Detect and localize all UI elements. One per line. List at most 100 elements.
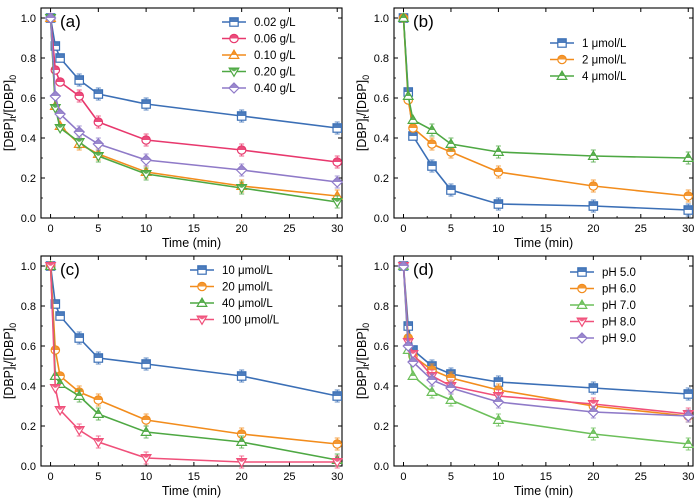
chart-panel-4: 0 5 10 15 20 25 30 0.0 0.2 0.4 0.6 0.8 1.0 Time (min)… (355, 255, 695, 498)
legend-label: 2 μmol/L (582, 55, 627, 67)
data-point-fill (588, 400, 599, 404)
legend-label: pH 6.0 (602, 284, 636, 296)
plot-frame (40, 255, 343, 467)
y-tick-label: 1.0 (21, 261, 36, 273)
series-3 (44, 12, 344, 203)
legend-label: 0.40 g/L (254, 83, 296, 95)
data-point-fill (495, 415, 501, 420)
x-tick-label: 30 (331, 223, 343, 235)
data-point-fill (94, 89, 103, 94)
legend-marker-fill (197, 282, 207, 287)
y-axis-title: [DBP]t/[DBP]0 (2, 75, 18, 151)
legend-marker-fill (577, 318, 587, 322)
x-tick-label: 15 (188, 223, 200, 235)
x-tick-label: 20 (236, 223, 248, 235)
y-tick-label: 0.0 (21, 461, 36, 473)
data-point-fill (75, 333, 84, 338)
x-tick-label: 20 (587, 223, 599, 235)
legend-marker-fill (231, 50, 237, 55)
data-point-fill (74, 127, 85, 132)
y-tick-label: 0.6 (21, 341, 36, 353)
x-axis-title: Time (min) (162, 484, 221, 498)
data-point-fill (237, 371, 246, 376)
x-tick-label: 25 (283, 471, 295, 483)
data-point-fill (76, 391, 82, 396)
panel-label: (a) (60, 12, 81, 31)
data-point-fill (685, 439, 691, 444)
data-point-fill (684, 205, 693, 210)
series-3 (397, 12, 695, 165)
y-tick-label: 0.0 (374, 213, 389, 225)
legend: 1 μmol/L 2 μmol/L 4 μmol/L (550, 38, 627, 83)
data-point-fill (50, 384, 61, 388)
x-tick-label: 30 (331, 471, 343, 483)
data-point-fill (237, 145, 246, 150)
data-point-fill (494, 167, 503, 172)
data-point-fill (590, 429, 596, 434)
data-point-fill (589, 383, 598, 388)
x-axis-title: Time (min) (514, 236, 573, 250)
data-point-fill (51, 41, 60, 46)
data-point-fill (493, 392, 504, 396)
data-point-fill (55, 406, 65, 410)
legend-marker-fill (197, 265, 207, 270)
x-tick-label: 10 (140, 223, 152, 235)
data-point-fill (333, 391, 342, 396)
y-axis-title: [DBP]t/[DBP]0 (2, 323, 18, 399)
series-1 (398, 261, 694, 401)
y-tick-label: 1.0 (374, 13, 389, 25)
x-tick-label: 20 (236, 471, 248, 483)
x-tick-label: 5 (95, 223, 101, 235)
data-point-fill (93, 438, 104, 442)
legend-label: pH 5.0 (602, 267, 636, 279)
series-1 (45, 261, 343, 403)
data-point-fill (404, 321, 413, 326)
data-point-fill (445, 383, 456, 388)
legend-marker-fill (557, 38, 567, 43)
plot-frame (40, 7, 343, 219)
series-2 (398, 13, 694, 203)
series-line (402, 17, 689, 197)
y-tick-label: 0.8 (21, 53, 36, 65)
y-tick-label: 0.6 (374, 341, 389, 353)
data-point-fill (448, 395, 454, 400)
x-tick-label: 15 (540, 223, 552, 235)
x-tick-label: 25 (283, 223, 295, 235)
data-point-fill (75, 91, 84, 96)
y-axis-title: [DBP]t/[DBP]0 (355, 75, 371, 151)
chart-panel-1: 0 5 10 15 20 25 30 0.0 0.2 0.4 0.6 0.8 1.0 Time (min)… (2, 7, 344, 250)
data-point-fill (494, 385, 503, 390)
legend-marker-fill (577, 284, 587, 289)
legend-label: 1 μmol/L (582, 38, 627, 50)
data-point-fill (74, 138, 85, 142)
data-point-fill (589, 201, 598, 206)
series-5 (397, 260, 695, 423)
data-point-fill (141, 170, 151, 174)
x-tick-label: 15 (188, 471, 200, 483)
panel-label: (b) (413, 12, 434, 31)
x-tick-label: 0 (47, 471, 53, 483)
x-tick-label: 5 (448, 471, 454, 483)
series-5 (44, 12, 344, 189)
legend-label: 0.20 g/L (254, 67, 296, 79)
x-tick-label: 15 (540, 471, 552, 483)
data-point-fill (494, 377, 503, 382)
data-point-fill (141, 135, 151, 140)
x-tick-label: 25 (635, 471, 647, 483)
data-point-fill (55, 77, 65, 82)
legend: 10 μmol/L 20 μmol/L 40 μmol/L 100 μmol/L (190, 265, 280, 327)
series-line (402, 265, 689, 417)
y-tick-label: 0.4 (21, 381, 36, 393)
data-point-fill (95, 409, 101, 414)
plot-frame (393, 255, 694, 467)
data-point-fill (493, 397, 504, 402)
data-point-fill (398, 261, 409, 266)
x-axis-title: Time (min) (162, 236, 221, 250)
data-point-fill (45, 262, 56, 266)
legend: pH 5.0 pH 6.0 pH 7.0 pH 8.0 pH 9.0 (570, 267, 636, 345)
y-tick-label: 0.0 (374, 461, 389, 473)
legend-marker-fill (229, 83, 239, 88)
series-line (49, 265, 338, 461)
x-tick-label: 0 (400, 471, 406, 483)
